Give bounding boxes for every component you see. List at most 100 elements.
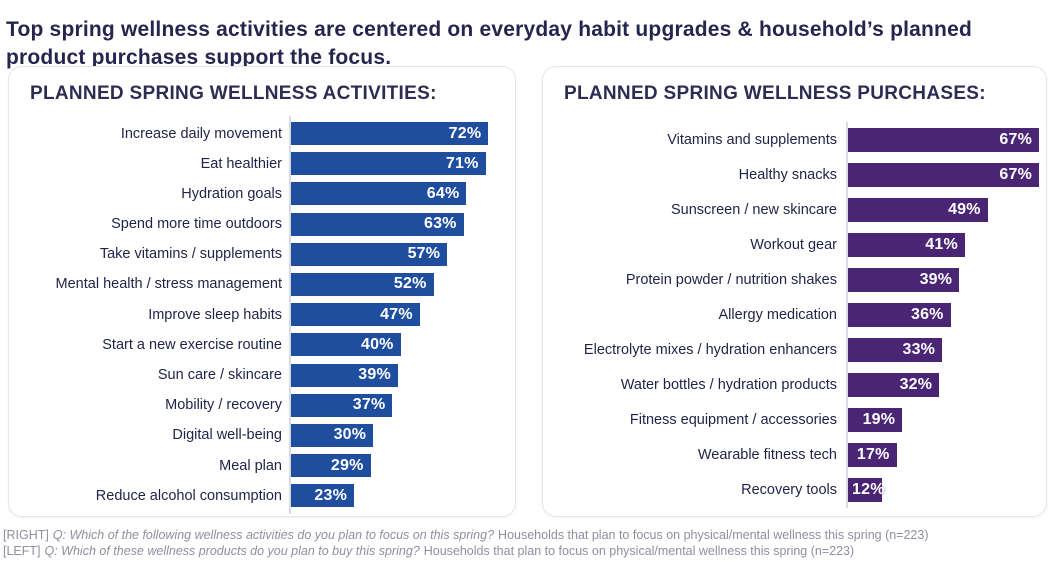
category-label: Allergy medication bbox=[718, 307, 837, 323]
footnote-question: Q: Which of the following wellness activ… bbox=[52, 528, 495, 542]
value-label: 32% bbox=[899, 376, 933, 393]
bar: 40% bbox=[291, 333, 401, 357]
purchases-chart-heading: PLANNED SPRING WELLNESS PURCHASES: bbox=[564, 83, 986, 104]
bar-row: Sun care / skincare 39% bbox=[9, 363, 509, 387]
footnote-right: [RIGHT] Q: Which of the following wellnes… bbox=[3, 527, 1053, 543]
value-label: 67% bbox=[999, 166, 1032, 183]
activities-bar-rows: Increase daily movement 72% Eat healthier 7… bbox=[9, 122, 509, 514]
bar: 17% bbox=[848, 443, 897, 467]
footnote-left: [LEFT] Q: Which of these wellness product… bbox=[3, 543, 1053, 559]
bar-row: Allergy medication 36% bbox=[543, 303, 1040, 327]
footnote-question: Q: Which of these wellness products do y… bbox=[44, 544, 420, 559]
value-label: 37% bbox=[352, 396, 386, 414]
category-label: Vitamins and supplements bbox=[667, 132, 837, 148]
bar-row: Workout gear 41% bbox=[543, 233, 1040, 257]
value-label: 67% bbox=[999, 131, 1032, 148]
bar-row: Sunscreen / new skincare 49% bbox=[543, 198, 1040, 222]
bar-row: Digital well-being 30% bbox=[9, 423, 509, 447]
bar: 39% bbox=[291, 363, 398, 387]
bar: 39% bbox=[848, 268, 960, 292]
bar: 32% bbox=[848, 373, 940, 397]
bar: 36% bbox=[848, 303, 951, 327]
bar: 64% bbox=[291, 182, 467, 206]
category-label: Increase daily movement bbox=[120, 125, 282, 142]
activities-axis-line bbox=[289, 116, 291, 514]
category-label: Workout gear bbox=[750, 237, 837, 253]
footnote-base: Households that plan to focus on physica… bbox=[498, 528, 929, 542]
value-label: 64% bbox=[426, 184, 460, 202]
bar-row: Electrolyte mixes / hydration enhancers 3… bbox=[543, 338, 1040, 362]
category-label: Hydration goals bbox=[181, 185, 282, 202]
bar: 41% bbox=[848, 233, 965, 257]
bar: 71% bbox=[291, 152, 486, 176]
footnote-prefix: [LEFT] bbox=[3, 544, 41, 559]
activities-chart-heading: PLANNED SPRING WELLNESS ACTIVITIES: bbox=[30, 83, 437, 104]
bar-row: Protein powder / nutrition shakes 39% bbox=[543, 268, 1040, 292]
value-label: 19% bbox=[862, 411, 896, 428]
bar: 57% bbox=[291, 242, 448, 266]
bar-row: Spend more time outdoors 63% bbox=[9, 212, 509, 236]
bar-row: Fitness equipment / accessories 19% bbox=[543, 408, 1040, 432]
value-label: 39% bbox=[919, 271, 953, 288]
category-label: Electrolyte mixes / hydration enhancers bbox=[583, 342, 837, 358]
purchases-axis-line bbox=[846, 122, 848, 508]
value-label: 23% bbox=[314, 486, 347, 504]
purchases-bar-rows: Vitamins and supplements 67% Healthy snack… bbox=[543, 128, 1040, 513]
value-label: 57% bbox=[407, 245, 441, 263]
bar: 33% bbox=[848, 338, 943, 362]
bar-row: Wearable fitness tech 17% bbox=[543, 443, 1040, 467]
category-label: Eat healthier bbox=[200, 155, 282, 172]
bar: 49% bbox=[848, 198, 988, 222]
value-label: 33% bbox=[902, 341, 936, 358]
bar: 63% bbox=[291, 212, 464, 236]
value-label: 39% bbox=[358, 366, 391, 383]
category-label: Improve sleep habits bbox=[148, 306, 282, 323]
bar: 29% bbox=[291, 454, 371, 478]
bar: 67% bbox=[848, 163, 1039, 187]
category-label: Sun care / skincare bbox=[157, 367, 282, 383]
bar-row: Vitamins and supplements 67% bbox=[543, 128, 1040, 152]
category-label: Water bottles / hydration products bbox=[620, 377, 837, 393]
page-title: Top spring wellness activities are cente… bbox=[6, 18, 972, 69]
category-label: Digital well-being bbox=[172, 427, 282, 444]
bar: 52% bbox=[291, 272, 434, 296]
bar: 12% bbox=[848, 478, 885, 502]
value-label: 71% bbox=[445, 154, 479, 172]
category-label: Sunscreen / new skincare bbox=[670, 202, 837, 218]
bar: 67% bbox=[848, 128, 1039, 152]
bar: 30% bbox=[291, 423, 374, 447]
value-label: 52% bbox=[393, 275, 427, 293]
value-label: 36% bbox=[910, 306, 944, 323]
category-label: Meal plan bbox=[219, 457, 282, 474]
bar-row: Improve sleep habits 47% bbox=[9, 303, 509, 327]
activities-chart-panel: PLANNED SPRING WELLNESS ACTIVITIES: Incr… bbox=[8, 66, 516, 517]
bar-row: Hydration goals 64% bbox=[9, 182, 509, 206]
bar-row: Take vitamins / supplements 57% bbox=[9, 242, 509, 266]
bar: 72% bbox=[291, 122, 489, 145]
footnote-prefix: [RIGHT] bbox=[3, 528, 49, 542]
bar-row: Recovery tools 12% bbox=[543, 478, 1040, 502]
category-label: Wearable fitness tech bbox=[697, 447, 837, 463]
bar-row: Healthy snacks 67% bbox=[543, 163, 1040, 187]
purchases-chart-panel: PLANNED SPRING WELLNESS PURCHASES: Vitam… bbox=[542, 66, 1047, 517]
category-label: Mental health / stress management bbox=[55, 276, 282, 293]
bar-row: Start a new exercise routine 40% bbox=[9, 333, 509, 357]
bar: 37% bbox=[291, 393, 393, 417]
category-label: Fitness equipment / accessories bbox=[629, 412, 837, 428]
value-label: 12% bbox=[852, 481, 885, 498]
source-footnotes: [RIGHT] Q: Which of the following wellnes… bbox=[3, 527, 1053, 560]
category-label: Reduce alcohol consumption bbox=[95, 487, 282, 504]
category-label: Mobility / recovery bbox=[165, 397, 282, 414]
bar: 47% bbox=[291, 303, 420, 327]
category-label: Recovery tools bbox=[741, 482, 837, 498]
category-label: Take vitamins / supplements bbox=[99, 246, 282, 263]
value-label: 30% bbox=[333, 426, 367, 444]
footnote-base: Households that plan to focus on physica… bbox=[423, 544, 855, 559]
bar-row: Eat healthier 71% bbox=[9, 152, 509, 176]
value-label: 40% bbox=[360, 335, 394, 353]
category-label: Start a new exercise routine bbox=[102, 336, 282, 353]
bar-row: Meal plan 29% bbox=[9, 454, 509, 478]
bar-row: Mental health / stress management 52% bbox=[9, 272, 509, 296]
value-label: 49% bbox=[948, 201, 981, 218]
bar: 19% bbox=[848, 408, 903, 432]
